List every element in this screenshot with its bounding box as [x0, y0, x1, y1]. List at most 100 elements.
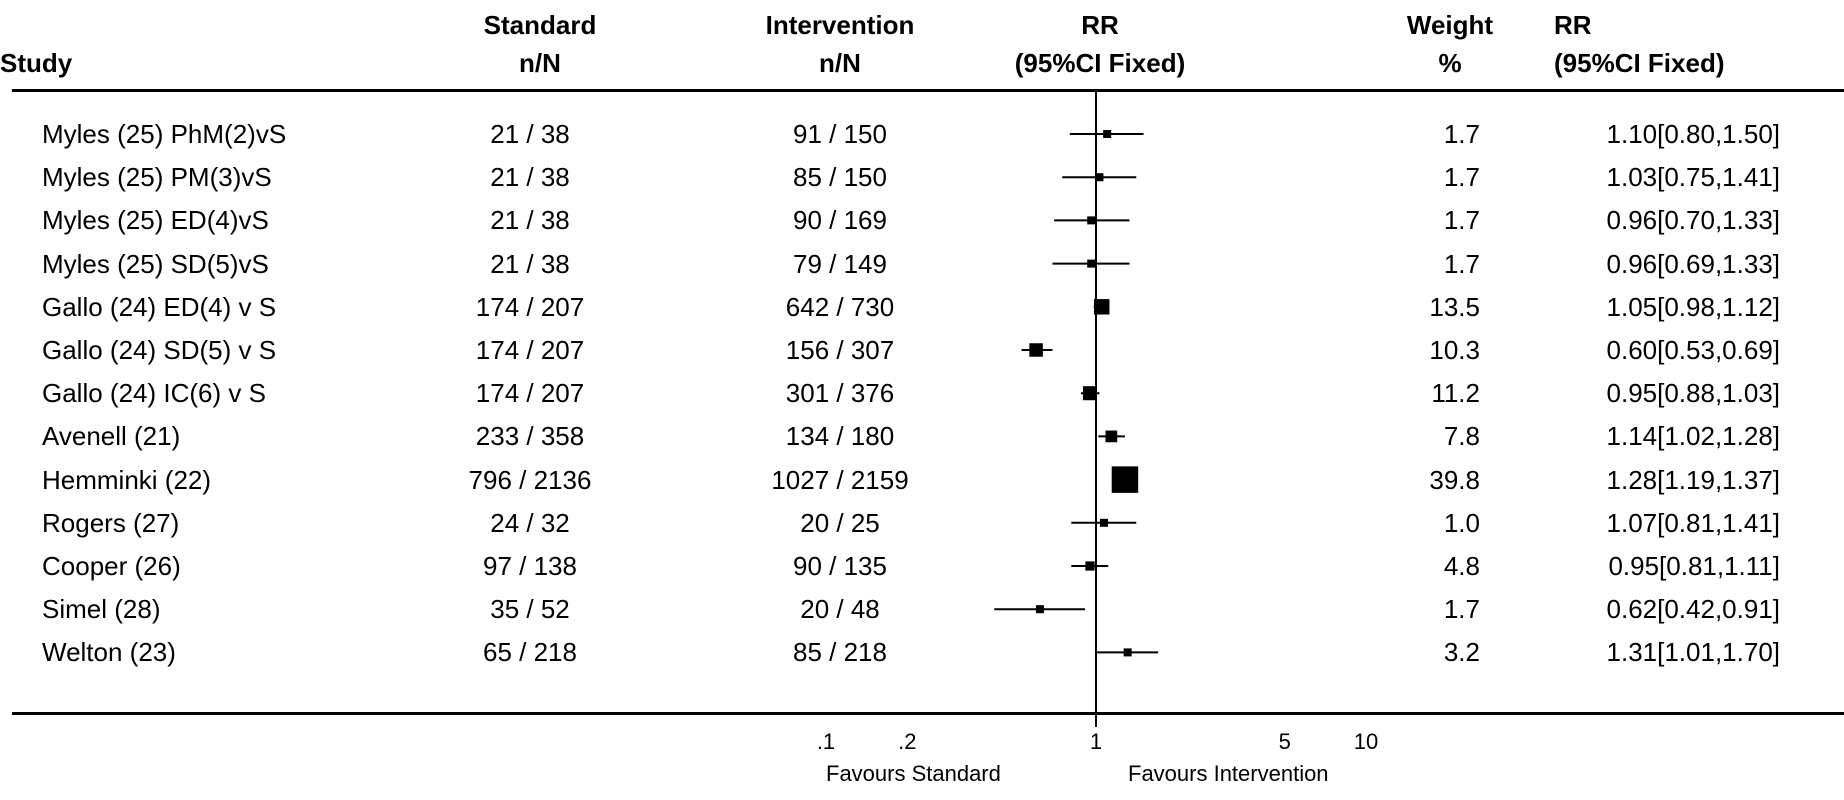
standard-count: 24 / 32	[490, 507, 570, 538]
weight-value: 39.8	[1429, 464, 1480, 495]
favours-standard-label: Favours Standard	[826, 761, 1001, 786]
tick-label: .2	[898, 729, 917, 754]
header-weight: Weight %	[1370, 6, 1530, 82]
header-rr-plot-line1: RR	[1081, 10, 1119, 40]
intervention-count: 90 / 169	[793, 205, 887, 236]
intervention-count: 134 / 180	[785, 421, 895, 452]
point-estimate	[1105, 430, 1118, 443]
intervention-count: 20 / 25	[800, 507, 880, 538]
header-rr-text: RR (95%CI Fixed)	[1554, 6, 1725, 82]
standard-count: 21 / 38	[490, 205, 570, 236]
header-rr-text-line1: RR	[1554, 10, 1592, 40]
standard-count: 35 / 52	[490, 594, 570, 625]
header-weight-line2: %	[1438, 48, 1462, 78]
weight-value: 1.7	[1443, 594, 1480, 625]
header-standard-line1: Standard	[483, 10, 597, 40]
standard-count: 174 / 207	[475, 378, 585, 409]
rr-ci-text: 1.31[1.01,1.70]	[1606, 637, 1780, 668]
point-estimate	[1123, 648, 1132, 657]
study-name: Myles (25) SD(5)vS	[42, 248, 269, 279]
footer-divider	[12, 712, 1844, 715]
study-name: Avenell (21)	[42, 421, 181, 452]
rr-ci-text: 1.28[1.19,1.37]	[1606, 464, 1780, 495]
weight-value: 13.5	[1429, 291, 1480, 322]
rr-ci-text: 1.05[0.98,1.12]	[1606, 291, 1780, 322]
intervention-count: 91 / 150	[793, 119, 887, 149]
study-name: Simel (28)	[42, 594, 161, 625]
standard-count: 65 / 218	[483, 637, 577, 668]
study-name: Hemminki (22)	[42, 464, 212, 495]
point-estimate	[1111, 466, 1139, 493]
favours-intervention-label: Favours Intervention	[1128, 761, 1329, 786]
tick-label: 10	[1353, 729, 1379, 754]
point-estimate	[1029, 343, 1043, 357]
study-name: Myles (25) PM(3)vS	[42, 162, 272, 193]
point-estimate	[1082, 386, 1098, 401]
point-estimate	[1087, 216, 1096, 225]
rr-ci-text: 0.95[0.88,1.03]	[1606, 378, 1780, 409]
study-name: Gallo (24) SD(5) v S	[42, 335, 277, 365]
intervention-count: 642 / 730	[785, 291, 895, 322]
header-intervention: Intervention n/N	[710, 6, 970, 82]
header-standard: Standard n/N	[420, 6, 660, 82]
rr-ci-text: 1.03[0.75,1.41]	[1606, 162, 1780, 193]
rr-ci-text: 0.96[0.70,1.33]	[1606, 205, 1780, 236]
intervention-count: 85 / 150	[793, 162, 887, 193]
header-rr-plot-line2: (95%CI Fixed)	[1014, 48, 1186, 78]
weight-value: 4.8	[1443, 551, 1480, 581]
header-intervention-line2: n/N	[819, 48, 861, 78]
intervention-count: 90 / 135	[793, 551, 887, 581]
weight-value: 1.7	[1443, 119, 1480, 149]
weight-value: 1.0	[1443, 507, 1480, 538]
tick-label: 5	[1278, 729, 1291, 754]
weight-value: 1.7	[1443, 162, 1480, 193]
point-estimate	[1094, 299, 1110, 315]
header-weight-line1: Weight	[1406, 10, 1494, 40]
header-divider	[12, 89, 1844, 92]
rr-ci-text: 1.14[1.02,1.28]	[1606, 421, 1780, 452]
study-name: Myles (25) PhM(2)vS	[42, 119, 287, 149]
standard-count: 21 / 38	[490, 248, 570, 279]
header-standard-line2: n/N	[519, 48, 561, 78]
standard-count: 21 / 38	[490, 119, 570, 149]
intervention-count: 301 / 376	[785, 378, 895, 409]
header-intervention-line1: Intervention	[765, 10, 915, 40]
study-name: Rogers (27)	[42, 507, 180, 538]
weight-value: 7.8	[1443, 421, 1480, 452]
rr-ci-text: 1.07[0.81,1.41]	[1606, 507, 1780, 538]
intervention-count: 79 / 149	[793, 248, 887, 279]
standard-count: 21 / 38	[490, 162, 570, 193]
standard-count: 174 / 207	[475, 291, 585, 322]
point-estimate	[1095, 173, 1104, 182]
standard-count: 174 / 207	[475, 335, 585, 365]
standard-count: 796 / 2136	[468, 464, 592, 495]
weight-value: 11.2	[1431, 378, 1480, 409]
weight-value: 3.2	[1443, 637, 1480, 668]
study-name: Myles (25) ED(4)vS	[42, 205, 269, 236]
standard-count: 233 / 358	[475, 421, 585, 452]
point-estimate	[1087, 259, 1096, 268]
intervention-count: 1027 / 2159	[771, 464, 909, 495]
study-name: Welton (23)	[42, 637, 176, 668]
point-estimate	[1103, 130, 1112, 138]
intervention-count: 156 / 307	[785, 335, 895, 365]
study-name: Gallo (24) ED(4) v S	[42, 291, 277, 322]
rr-ci-text: 0.62[0.42,0.91]	[1606, 594, 1780, 625]
rr-ci-text: 1.10[0.80,1.50]	[1606, 119, 1780, 149]
point-estimate	[1085, 561, 1095, 571]
rr-ci-text: 0.96[0.69,1.33]	[1606, 248, 1780, 279]
weight-value: 1.7	[1443, 248, 1480, 279]
intervention-count: 85 / 218	[793, 637, 887, 668]
point-estimate	[1035, 605, 1044, 614]
weight-value: 10.3	[1429, 335, 1480, 365]
tick-label: .1	[816, 729, 836, 754]
tick-label: 1	[1089, 729, 1103, 754]
header-study: Study	[0, 48, 73, 78]
study-name: Gallo (24) IC(6) v S	[42, 378, 266, 409]
intervention-count: 20 / 48	[800, 594, 880, 625]
weight-value: 1.7	[1443, 205, 1480, 236]
rr-ci-text: 0.95[0.81,1.11]	[1608, 551, 1780, 581]
standard-count: 97 / 138	[483, 551, 577, 581]
rr-ci-text: 0.60[0.53,0.69]	[1606, 335, 1780, 365]
